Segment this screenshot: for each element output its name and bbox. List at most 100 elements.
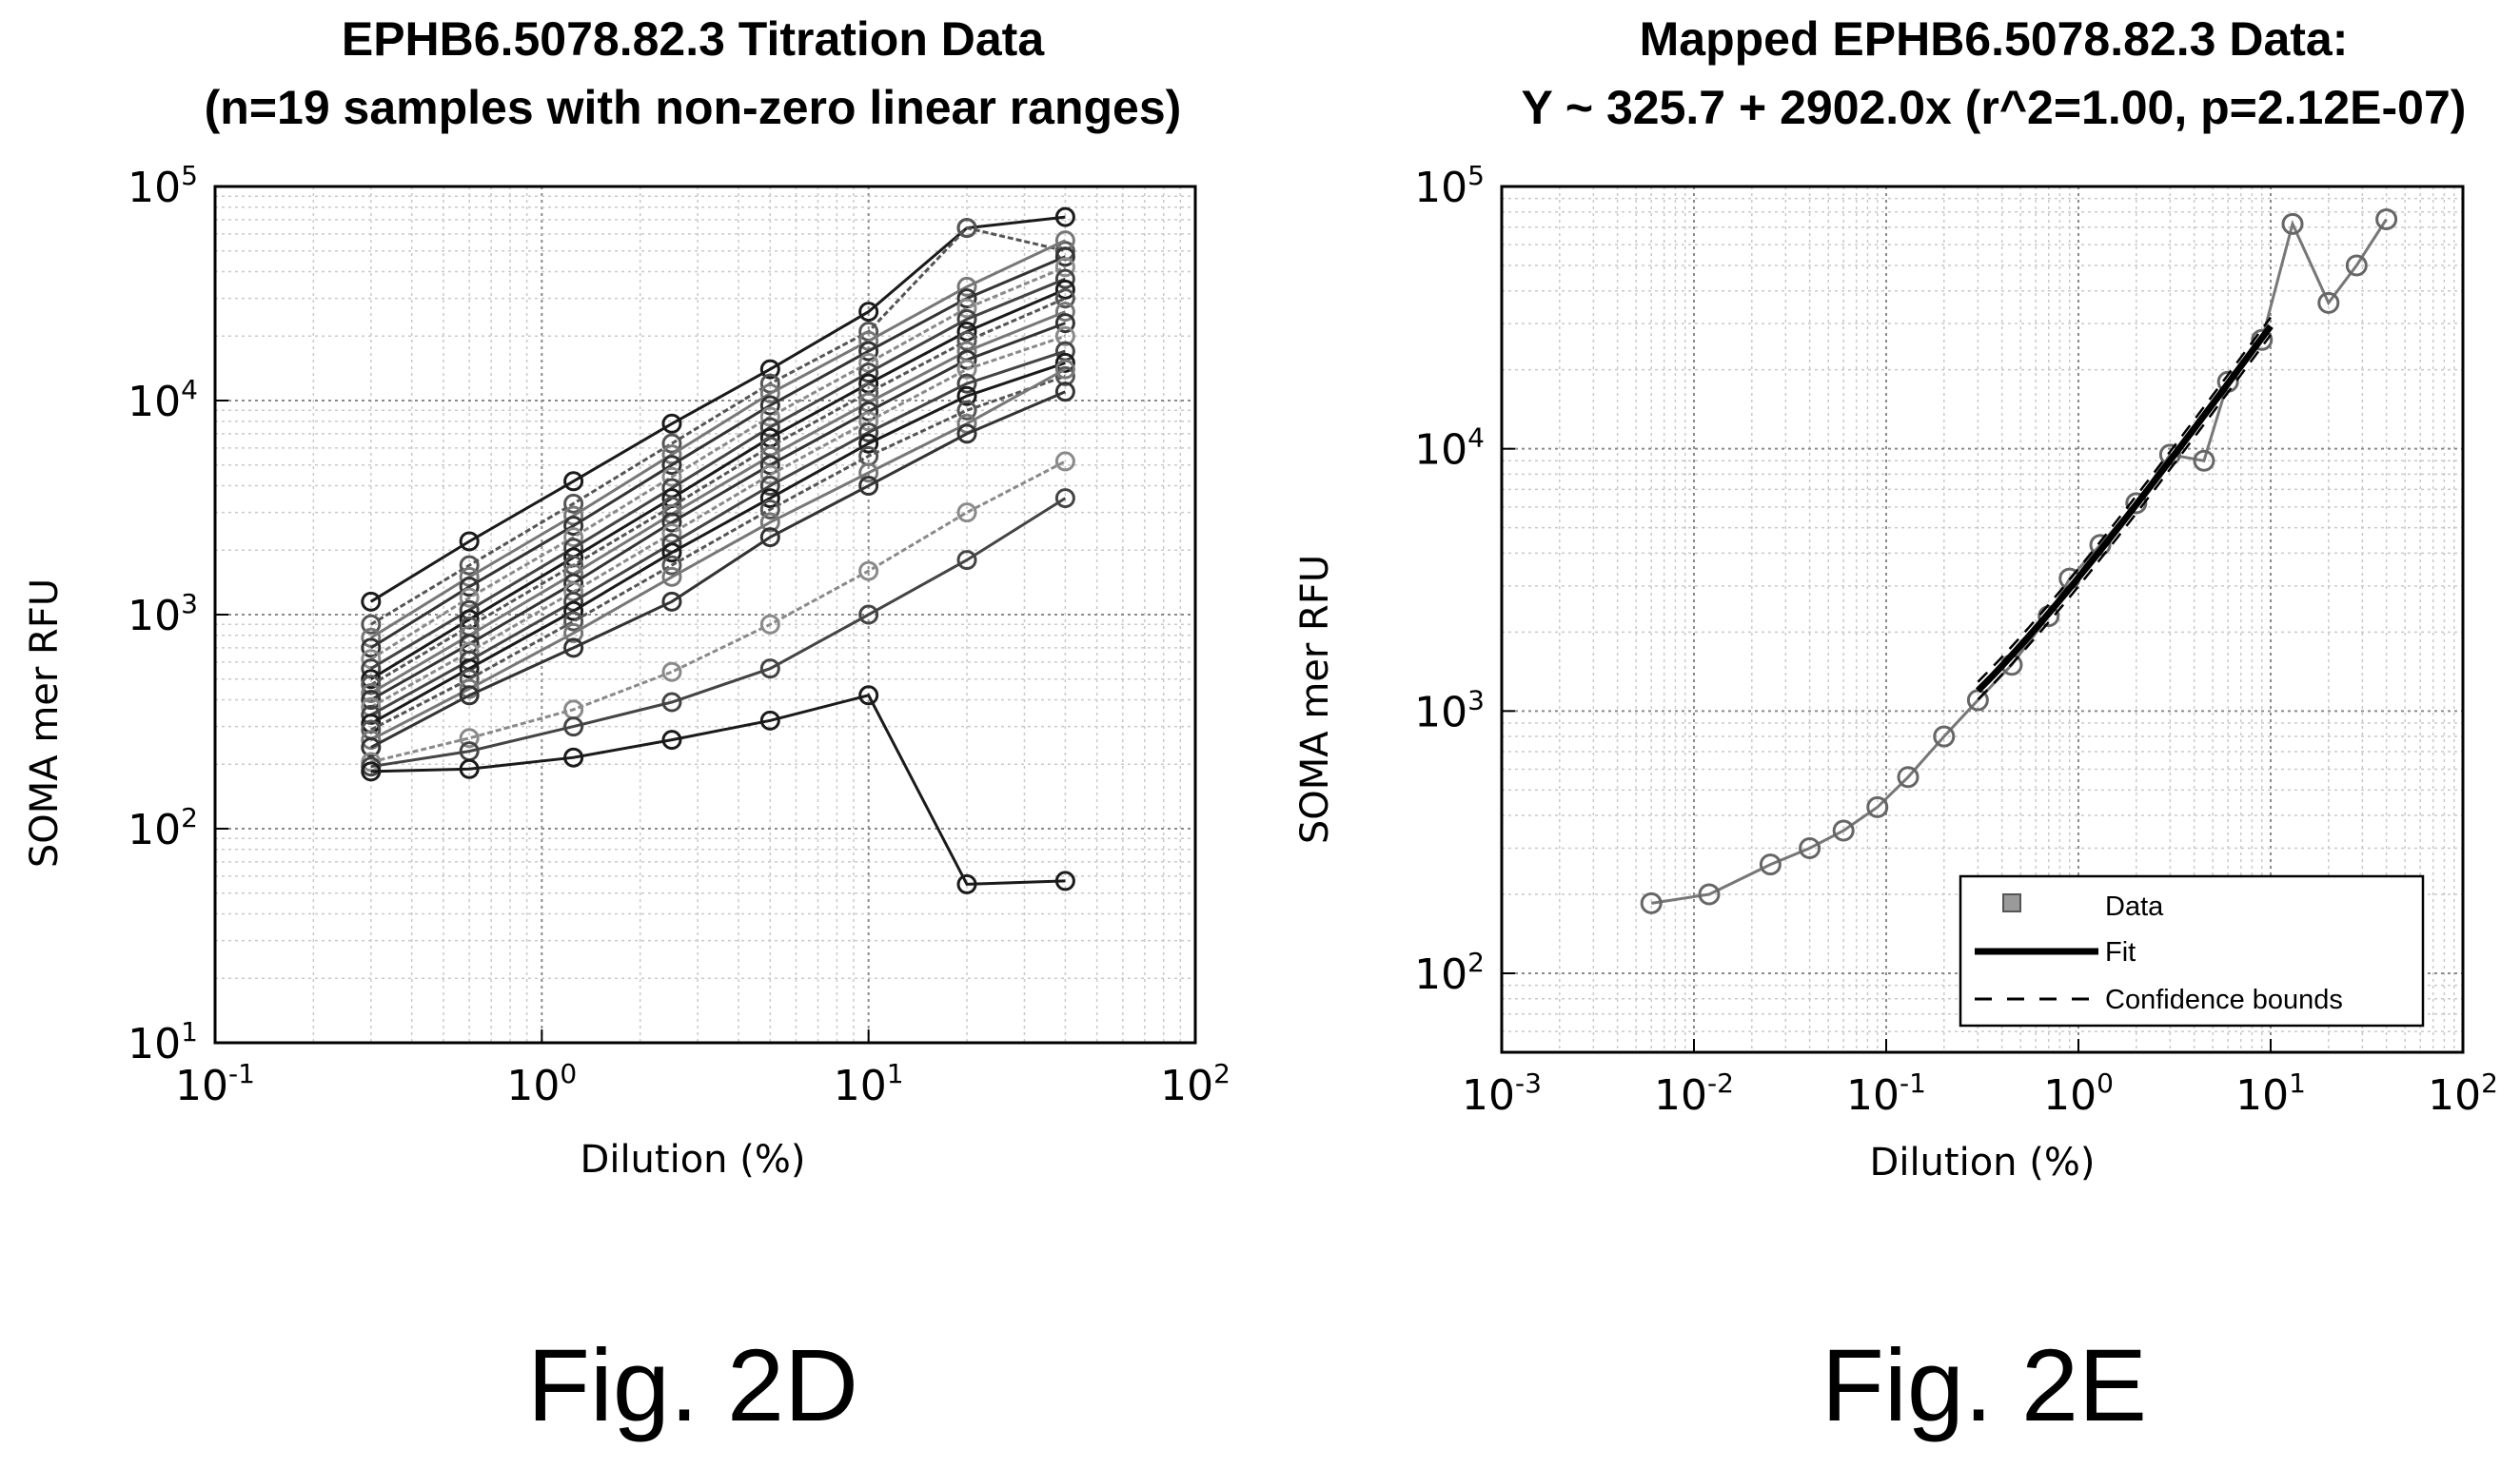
series-10-point — [661, 512, 682, 533]
x-tick-label: 101 — [834, 1058, 904, 1110]
series-13-point — [459, 658, 480, 679]
data-point — [1866, 795, 1889, 818]
fig-2e-plot-frame — [1500, 185, 2465, 1054]
fig-2d-grid — [214, 186, 1195, 1044]
series-11-point — [759, 464, 780, 485]
data-point — [1832, 819, 1855, 842]
series-19-line — [370, 694, 1066, 886]
y-tick-label: 104 — [128, 374, 198, 426]
series-3-point — [956, 276, 977, 297]
series-4-point — [661, 455, 682, 476]
series-16-point — [1054, 382, 1075, 402]
x-tick-label: 102 — [2428, 1067, 2498, 1120]
series-17-point — [759, 614, 780, 635]
series-1-point — [1054, 206, 1075, 227]
series-16-line — [370, 390, 1066, 749]
series-9-point — [1054, 302, 1075, 323]
series-1-point — [563, 471, 584, 492]
fig-2e-legend: Data Fit Confidence bounds — [1959, 874, 2425, 1028]
series-12-line — [370, 349, 1066, 716]
series-15-point — [459, 678, 480, 699]
series-8-point — [1054, 288, 1075, 309]
y-tick-label: 102 — [128, 802, 198, 854]
x-tick-label: 10-1 — [1846, 1067, 1926, 1120]
series-11-point — [858, 411, 879, 432]
series-19-point — [661, 730, 682, 751]
series-5-point — [1054, 257, 1075, 278]
series-11-point — [661, 522, 682, 543]
series-19-point — [858, 685, 879, 706]
series-7-point — [1054, 279, 1075, 300]
fig-2d-series-group — [361, 206, 1075, 894]
legend-data-label: Data — [2105, 891, 2164, 922]
series-9-point — [361, 682, 382, 703]
series-13-point — [661, 542, 682, 563]
x-tick-label: 10-1 — [175, 1058, 255, 1110]
confidence-lower-line — [1977, 334, 2273, 700]
series-4-point — [759, 395, 780, 416]
data-point — [1640, 891, 1663, 914]
series-18-point — [956, 550, 977, 571]
series-15-line — [370, 367, 1067, 741]
series-15-point — [361, 730, 382, 751]
series-5-line — [370, 265, 1066, 660]
fig-2e-chart: Mapped EPHB6.5078.82.3 Data: Y ~ 325.7 +… — [1293, 12, 2498, 1442]
series-5-point — [759, 406, 780, 427]
data-point — [2281, 212, 2304, 235]
x-tick-label: 101 — [2235, 1067, 2306, 1120]
fig-2e-x-ticks: 10-3 10-2 10-1 100 101 102 — [1462, 1039, 2498, 1120]
series-13-point — [563, 600, 584, 621]
series-15-point — [563, 622, 584, 643]
fig-2d-chart: EPHB6.5078.82.3 Titration Data (n=19 sam… — [23, 12, 1230, 1442]
x-tick-label: 10-2 — [1654, 1067, 1734, 1120]
series-19-point — [956, 873, 977, 894]
y-tick-label: 105 — [128, 160, 198, 212]
series-1-point — [858, 302, 879, 323]
y-tick-label: 101 — [128, 1016, 198, 1068]
data-point — [2317, 291, 2340, 314]
data-point — [1897, 766, 1920, 789]
data-point — [1799, 836, 1821, 859]
series-14-point — [759, 499, 780, 519]
series-12-point — [956, 373, 977, 394]
series-5-point — [956, 298, 977, 319]
series-16-point — [759, 527, 780, 548]
series-1-point — [661, 413, 682, 434]
fig-2d-title: EPHB6.5078.82.3 Titration Data — [342, 12, 1045, 66]
data-point — [2193, 449, 2215, 472]
data-point — [2251, 328, 2274, 351]
data-line — [1650, 218, 2388, 905]
series-18-point — [858, 604, 879, 625]
legend-fit-label: Fit — [2105, 937, 2136, 968]
series-13-line — [370, 361, 1066, 725]
fig-2d-x-ticks: 10-1 100 101 102 — [175, 1029, 1230, 1110]
series-16-point — [956, 423, 977, 444]
fig-2e-y-axis-label: SOMA mer RFU — [1293, 555, 1337, 844]
series-8-point — [361, 675, 382, 695]
data-point — [1759, 853, 1782, 876]
fig-2e-series-group — [1640, 207, 2398, 914]
series-3-line — [370, 239, 1067, 639]
y-tick-label: 103 — [1414, 684, 1485, 736]
series-19-point — [759, 710, 780, 731]
fig-2e-subtitle: Y ~ 325.7 + 2902.0x (r^2=1.00, p=2.12E-0… — [1522, 81, 2467, 134]
series-1-line — [370, 215, 1066, 603]
series-4-point — [858, 341, 879, 362]
series-17-point — [956, 502, 977, 523]
series-1-point — [361, 591, 382, 612]
x-tick-label: 100 — [2043, 1067, 2114, 1120]
series-5-point — [459, 587, 480, 608]
series-11-point — [956, 359, 977, 380]
data-point — [2125, 492, 2148, 515]
series-15-point — [661, 566, 682, 587]
legend-confidence-label: Confidence bounds — [2105, 985, 2343, 1015]
series-17-point — [459, 728, 480, 749]
y-tick-label: 102 — [1414, 947, 1485, 999]
legend-data-marker — [2002, 893, 2021, 912]
series-14-point — [956, 400, 977, 421]
series-10-line — [370, 322, 1066, 701]
fit-line — [1975, 323, 2274, 694]
series-3-point — [759, 382, 780, 403]
series-13-point — [1054, 352, 1075, 373]
